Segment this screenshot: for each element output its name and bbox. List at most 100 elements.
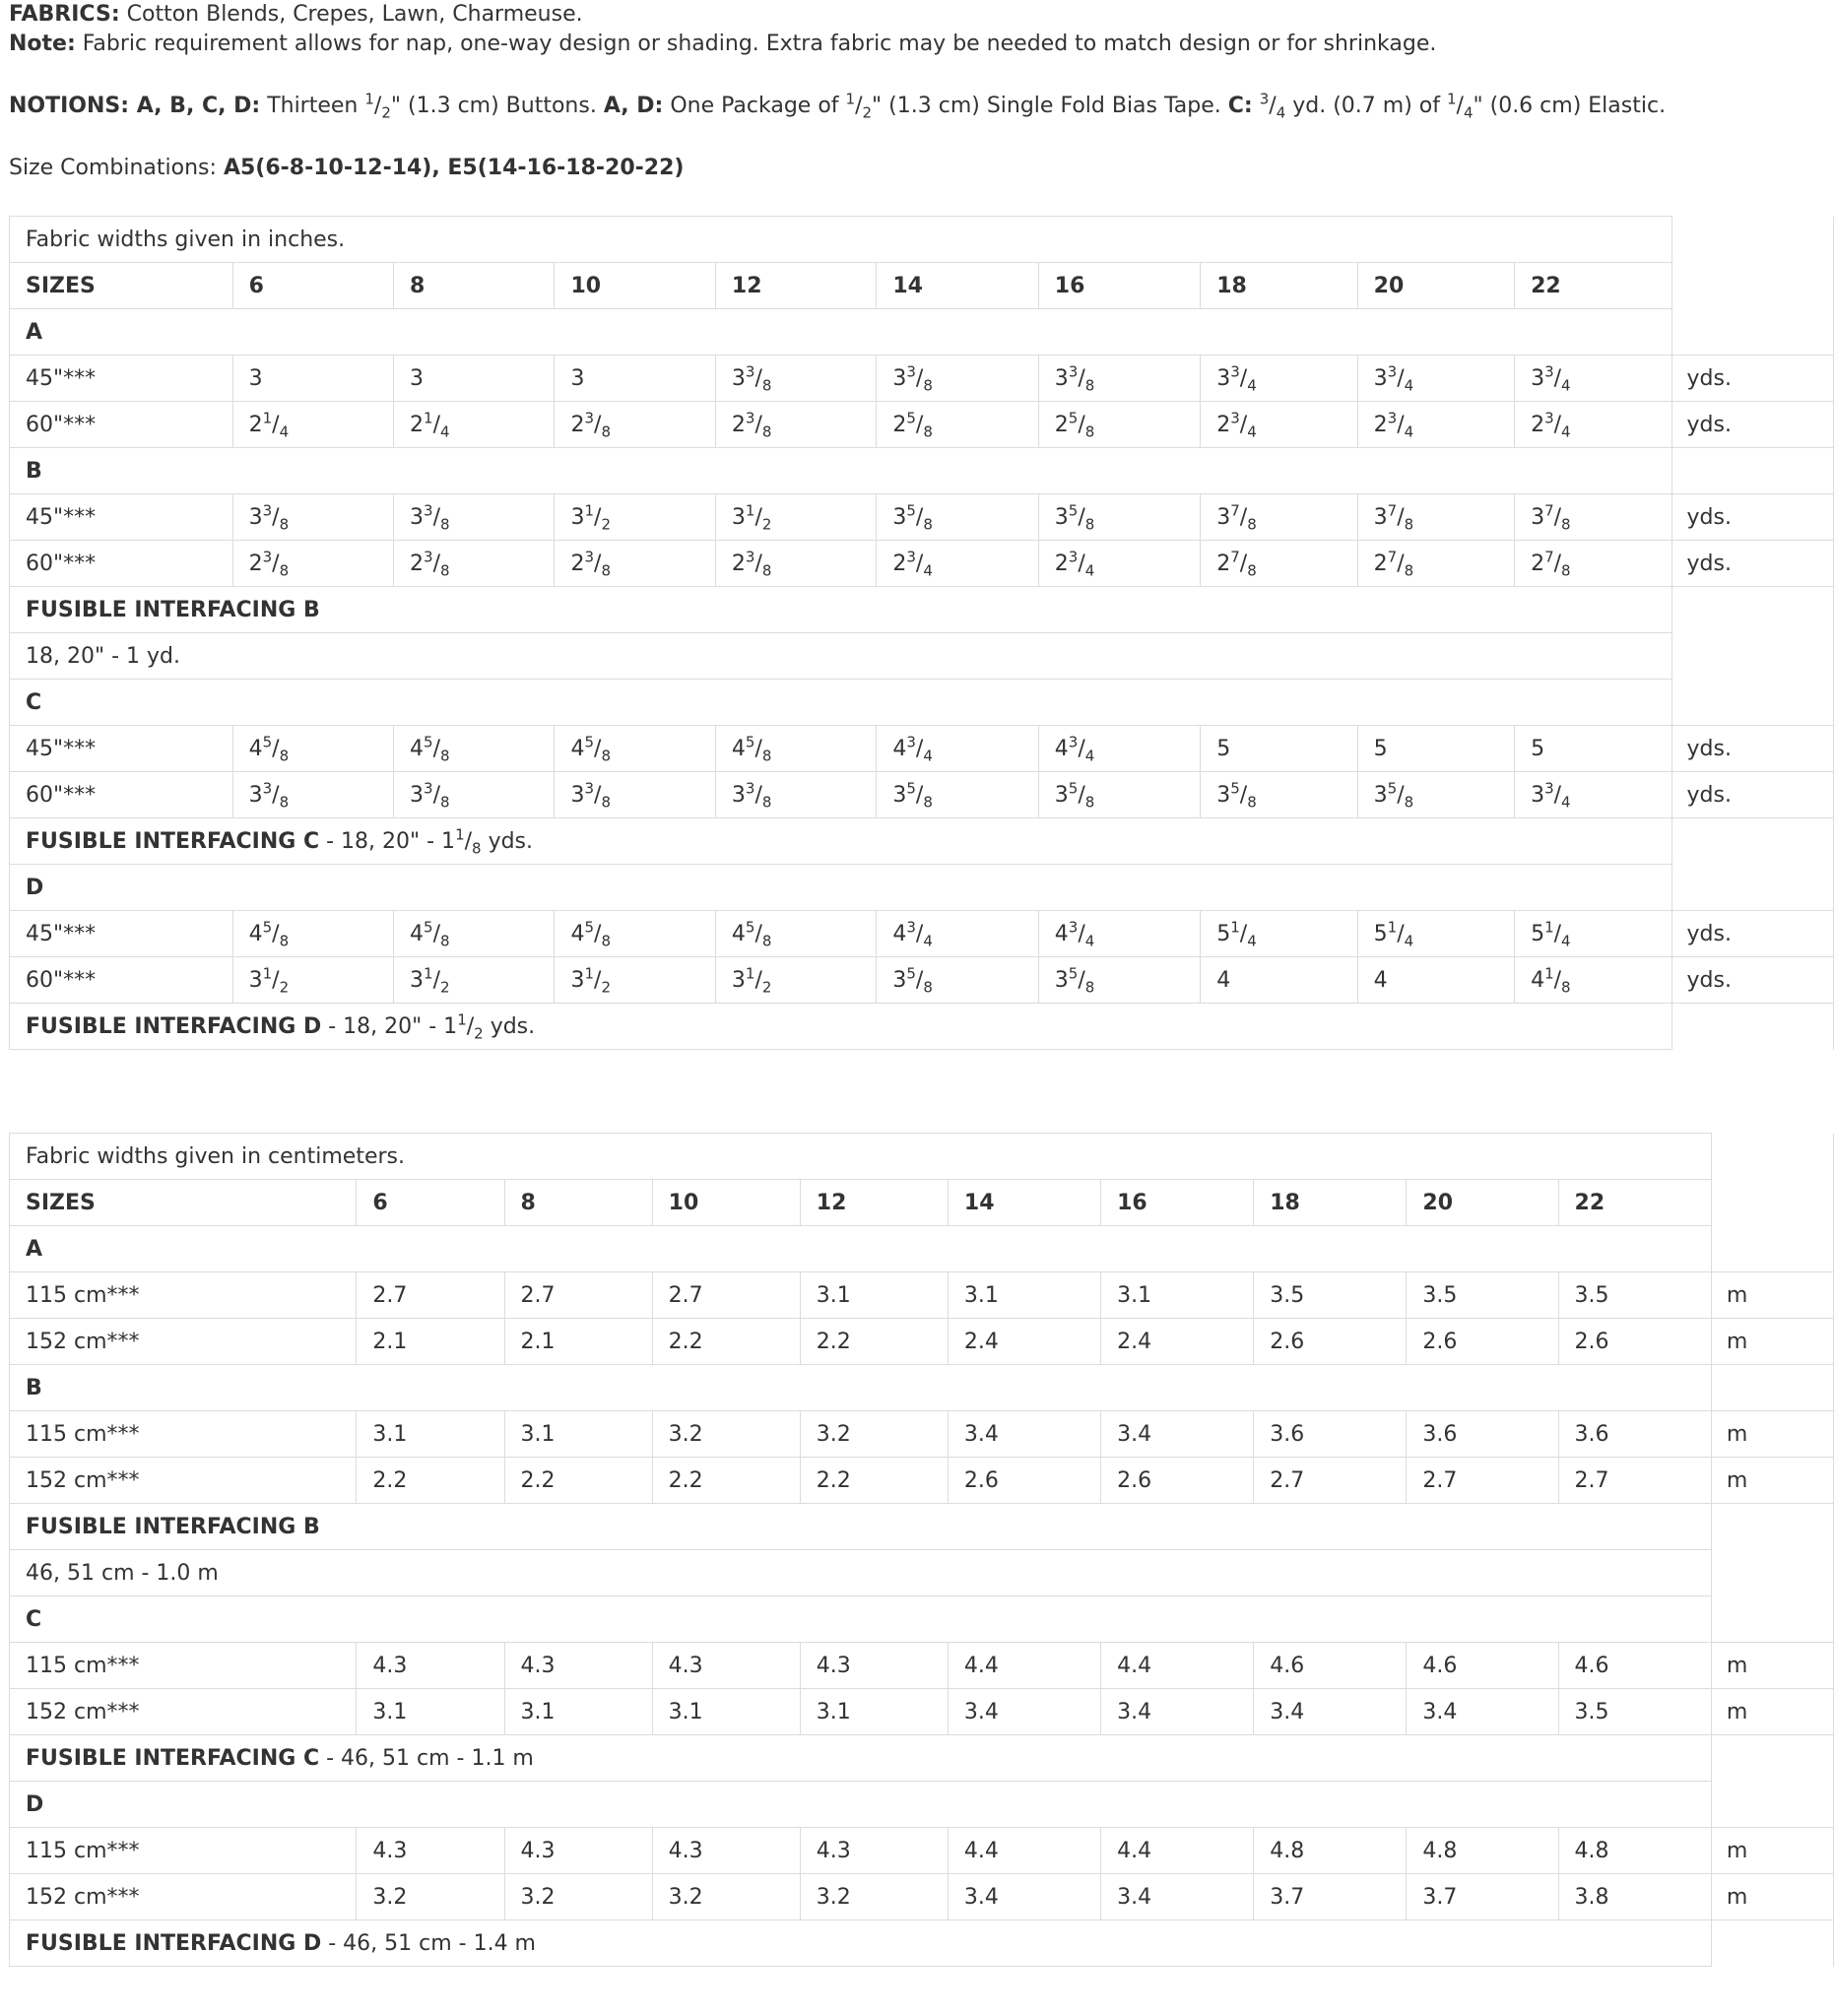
yardage-value: 4.3 xyxy=(356,1642,505,1689)
yardage-value: 25/8 xyxy=(876,401,1039,448)
yardage-row: 152 cm*** 2.2 2.2 2.2 2.2 2.6 2.6 2.7 2.7 2.7 m xyxy=(8,1457,1835,1504)
yardage-row: 152 cm*** 3.2 3.2 3.2 3.2 3.4 3.4 3.7 3.7 3.8 m xyxy=(8,1873,1835,1920)
yardage-value: 2.7 xyxy=(1557,1457,1712,1504)
fabric-width-label: 60"*** xyxy=(9,540,233,587)
yardage-value: 3.1 xyxy=(799,1271,949,1319)
yardage-value: 23/8 xyxy=(554,540,716,587)
yardage-value: 2.2 xyxy=(799,1318,949,1365)
fusible-text: - 18, 20" - 1 xyxy=(319,828,456,854)
fusible-row: FUSIBLE INTERFACING D - 18, 20" - 11/2 y… xyxy=(9,1003,1835,1050)
yardage-value: 27/8 xyxy=(1356,540,1516,587)
fabric-width-label: 45"*** xyxy=(9,493,233,541)
yardage-value: 33/8 xyxy=(714,771,878,818)
yardage-value: 4.3 xyxy=(651,1827,801,1874)
yardage-value: 23/4 xyxy=(1037,540,1202,587)
yardage-value: 45/8 xyxy=(554,725,716,772)
fusible-label: FUSIBLE INTERFACING C xyxy=(26,1745,320,1771)
size-header: 16 xyxy=(1100,1179,1255,1226)
table-caption: Fabric widths given in centimeters. xyxy=(9,1133,1712,1180)
fusible-fraction: 1/2 xyxy=(457,1010,484,1042)
yardage-value: 35/8 xyxy=(876,771,1039,818)
fabric-width-label: 60"*** xyxy=(9,401,233,448)
yardage-value: 3.1 xyxy=(503,1410,653,1458)
fabric-width-label: 60"*** xyxy=(9,956,233,1004)
size-header: 8 xyxy=(503,1179,653,1226)
blank-cell xyxy=(1710,1549,1835,1596)
size-header: 6 xyxy=(231,262,395,309)
yardage-row: 60"*** 23/8 23/8 23/8 23/8 23/4 23/4 27/8 27/8 27… xyxy=(9,540,1835,587)
yardage-value: 41/8 xyxy=(1514,956,1672,1004)
size-header: 6 xyxy=(356,1179,505,1226)
yardage-value: 3.1 xyxy=(356,1688,505,1735)
yardage-value: 4.6 xyxy=(1253,1642,1408,1689)
yardage-value: 4.4 xyxy=(947,1827,1102,1874)
notions-yd: yd. (0.7 m) of xyxy=(1292,94,1440,118)
unit-label: m xyxy=(1710,1410,1835,1458)
yardage-value: 33/8 xyxy=(554,771,716,818)
yardage-value: 23/8 xyxy=(231,540,395,587)
unit-label: yds. xyxy=(1671,355,1835,402)
yardage-value: 4 xyxy=(1200,956,1358,1004)
unit-label: yds. xyxy=(1671,771,1835,818)
yardage-value: 33/8 xyxy=(231,771,395,818)
yardage-value: 3.8 xyxy=(1557,1873,1712,1920)
fabric-width-label: 45"*** xyxy=(9,910,233,957)
fusible-label: FUSIBLE INTERFACING C xyxy=(26,828,320,854)
notions-thirteen: Thirteen xyxy=(267,94,359,118)
yardage-value: 3.6 xyxy=(1557,1410,1712,1458)
unit-label: m xyxy=(1710,1688,1835,1735)
fusible-text: - 46, 51 cm - 1.4 m xyxy=(321,1930,536,1956)
unit-label: m xyxy=(1710,1271,1835,1319)
fabric-width-label: 115 cm*** xyxy=(8,1642,358,1689)
yardage-value: 2.2 xyxy=(651,1457,801,1504)
unit-label: yds. xyxy=(1671,725,1835,772)
size-combinations-label: Size Combinations: xyxy=(9,156,217,180)
view-header-row: A xyxy=(9,308,1835,356)
size-combinations-value: A5(6-8-10-12-14), E5(14-16-18-20-22) xyxy=(223,156,685,180)
sizes-header-row: SIZES 6 8 10 12 14 16 18 20 22 xyxy=(8,1179,1835,1226)
inches-yardage-table: Fabric widths given in inches. SIZES 6 8 10 1… xyxy=(9,216,1835,1050)
yardage-value: 3.1 xyxy=(947,1271,1102,1319)
notions-ad-label: A, D: xyxy=(603,94,664,118)
yardage-value: 4 xyxy=(1356,956,1516,1004)
fabric-width-label: 115 cm*** xyxy=(8,1271,358,1319)
blank-cell xyxy=(1710,1364,1835,1411)
yardage-value: 4.3 xyxy=(651,1642,801,1689)
unit-label: m xyxy=(1710,1642,1835,1689)
blank-cell xyxy=(1710,1225,1835,1272)
yardage-value: 3.1 xyxy=(799,1688,949,1735)
view-label: D xyxy=(9,864,1672,911)
view-header-row: B xyxy=(9,1364,1835,1411)
yardage-value: 2.2 xyxy=(651,1318,801,1365)
yardage-value: 27/8 xyxy=(1200,540,1358,587)
blank-cell xyxy=(1710,1919,1835,1967)
fusible-interfacing-c: FUSIBLE INTERFACING C - 46, 51 cm - 1.1 … xyxy=(9,1734,1712,1782)
note-line: Note: Fabric requirement allows for nap,… xyxy=(9,30,1834,59)
yardage-row: 60"*** 33/8 33/8 33/8 33/8 35/8 35/8 35/8 35/8 33… xyxy=(9,771,1835,818)
yardage-value: 4.4 xyxy=(1100,1642,1255,1689)
yardage-value: 3.5 xyxy=(1406,1271,1559,1319)
yardage-value: 3.4 xyxy=(947,1410,1102,1458)
view-label: B xyxy=(9,447,1672,494)
yardage-value: 4.3 xyxy=(503,1642,653,1689)
yardage-value: 2.1 xyxy=(503,1318,653,1365)
yardage-value: 51/4 xyxy=(1514,910,1672,957)
fabric-width-label: 152 cm*** xyxy=(8,1318,358,1365)
fabric-width-label: 45"*** xyxy=(9,355,233,402)
yardage-value: 2.7 xyxy=(1406,1457,1559,1504)
fusible-interfacing-d: FUSIBLE INTERFACING D - 46, 51 cm - 1.4 … xyxy=(9,1919,1712,1967)
fusible-label: FUSIBLE INTERFACING D xyxy=(26,1930,322,1956)
yardage-value: 3.4 xyxy=(1253,1688,1408,1735)
notions-half-fraction: 1/2 xyxy=(364,90,391,122)
fusible-detail-row: 46, 51 cm - 1.0 m xyxy=(9,1549,1835,1596)
notions-three-quarter-fraction: 3/4 xyxy=(1259,90,1286,122)
unit-label: yds. xyxy=(1671,956,1835,1004)
yardage-value: 27/8 xyxy=(1514,540,1672,587)
fabric-width-label: 45"*** xyxy=(9,725,233,772)
fusible-interfacing-b-text: 18, 20" - 1 yd. xyxy=(9,632,1672,680)
yardage-value: 33/8 xyxy=(714,355,878,402)
yardage-row: 45"*** 45/8 45/8 45/8 45/8 43/4 43/4 51/4 51/4 51… xyxy=(9,910,1835,957)
blank-cell xyxy=(1671,216,1835,263)
blank-cell xyxy=(1671,447,1835,494)
size-header: 10 xyxy=(554,262,716,309)
